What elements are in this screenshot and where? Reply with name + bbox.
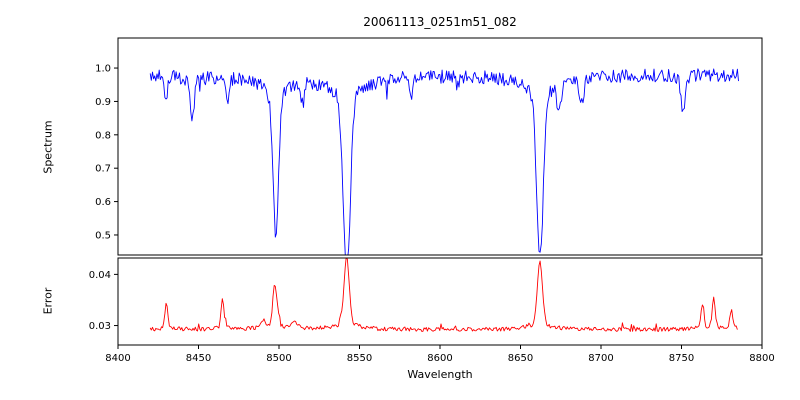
svg-text:1.0: 1.0 [95, 64, 111, 75]
svg-text:0.04: 0.04 [89, 270, 111, 281]
svg-text:8400: 8400 [105, 353, 130, 364]
svg-text:0.9: 0.9 [95, 97, 111, 108]
error-axis-label: Error [41, 287, 55, 315]
svg-text:8650: 8650 [508, 353, 533, 364]
svg-text:0.6: 0.6 [95, 197, 111, 208]
spectrum-axis-label: Spectrum [41, 120, 55, 174]
svg-text:8550: 8550 [347, 353, 372, 364]
svg-text:8750: 8750 [669, 353, 694, 364]
svg-text:8500: 8500 [266, 353, 291, 364]
x-axis-label: Wavelength [407, 368, 473, 381]
svg-text:0.03: 0.03 [89, 321, 111, 332]
svg-text:8600: 8600 [427, 353, 452, 364]
svg-text:0.7: 0.7 [95, 164, 111, 175]
svg-text:0.8: 0.8 [95, 130, 111, 141]
svg-text:8450: 8450 [186, 353, 211, 364]
svg-text:8800: 8800 [749, 353, 774, 364]
svg-text:8700: 8700 [588, 353, 613, 364]
chart-title: 20061113_0251m51_082 [363, 15, 517, 29]
svg-text:0.5: 0.5 [95, 230, 111, 241]
